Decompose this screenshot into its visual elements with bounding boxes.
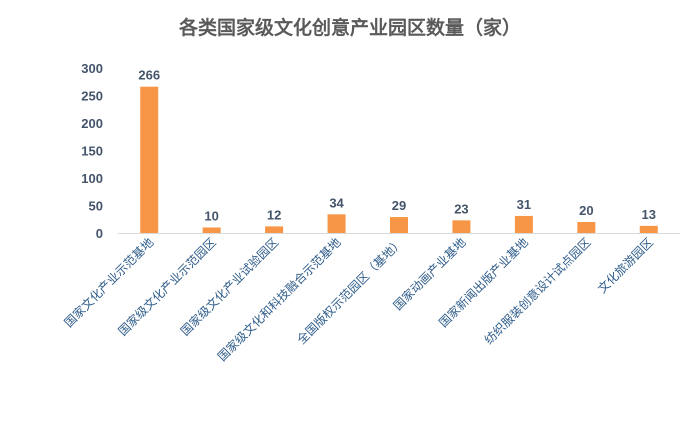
x-axis-ticks: 国家文化产业示范基地国家级文化产业示范园区国家级文化产业试验园区国家级文化和科技… xyxy=(61,235,656,364)
y-tick-label: 50 xyxy=(89,199,103,214)
bars xyxy=(140,86,658,233)
x-tick-label: 文化旅游园区 xyxy=(594,235,656,297)
data-label: 13 xyxy=(642,207,656,222)
data-labels: 266 10 12 34 29 23 31 20 13 xyxy=(138,68,656,224)
data-label: 29 xyxy=(392,198,406,213)
data-label: 12 xyxy=(267,207,281,222)
data-label: 266 xyxy=(138,68,160,83)
y-tick-label: 150 xyxy=(81,144,103,159)
data-label: 31 xyxy=(517,197,531,212)
y-tick-label: 100 xyxy=(81,171,103,186)
bar xyxy=(514,215,533,233)
bar xyxy=(390,217,408,233)
y-tick-label: 0 xyxy=(96,226,103,241)
x-tick-label: 国家级文化和科技融合示范基地 xyxy=(214,235,343,364)
data-label: 10 xyxy=(204,209,218,224)
y-tick-label: 300 xyxy=(81,61,103,76)
bar xyxy=(202,227,221,233)
y-tick-label: 250 xyxy=(81,89,103,104)
bar xyxy=(577,222,596,233)
data-label: 23 xyxy=(454,201,468,216)
y-tick-label: 200 xyxy=(81,116,103,131)
x-tick-label: 全国版权示范园区（基地） xyxy=(294,235,406,347)
chart-title: 各类国家级文化创意产业园区数量（家） xyxy=(178,16,521,39)
data-label: 34 xyxy=(329,195,344,210)
bar xyxy=(140,86,159,233)
bar xyxy=(327,214,346,233)
bar xyxy=(639,225,658,233)
data-label: 20 xyxy=(579,203,593,218)
x-tick-label: 纺织服装创意设计试点园区 xyxy=(481,235,593,347)
y-axis: 0 50 100 150 200 250 300 xyxy=(81,61,103,241)
bar xyxy=(265,226,284,233)
bar xyxy=(452,220,471,233)
